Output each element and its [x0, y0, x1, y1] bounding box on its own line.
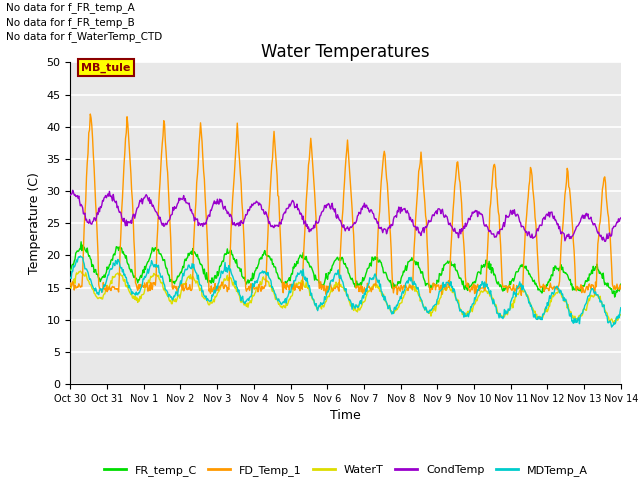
- X-axis label: Time: Time: [330, 409, 361, 422]
- Title: Water Temperatures: Water Temperatures: [261, 43, 430, 61]
- Text: No data for f_FR_temp_B: No data for f_FR_temp_B: [6, 17, 135, 28]
- Text: No data for f_FR_temp_A: No data for f_FR_temp_A: [6, 2, 135, 13]
- Legend: FR_temp_C, FD_Temp_1, WaterT, CondTemp, MDTemp_A: FR_temp_C, FD_Temp_1, WaterT, CondTemp, …: [99, 460, 592, 480]
- Text: MB_tule: MB_tule: [81, 62, 131, 72]
- Y-axis label: Temperature (C): Temperature (C): [28, 172, 41, 274]
- Text: No data for f_WaterTemp_CTD: No data for f_WaterTemp_CTD: [6, 31, 163, 42]
